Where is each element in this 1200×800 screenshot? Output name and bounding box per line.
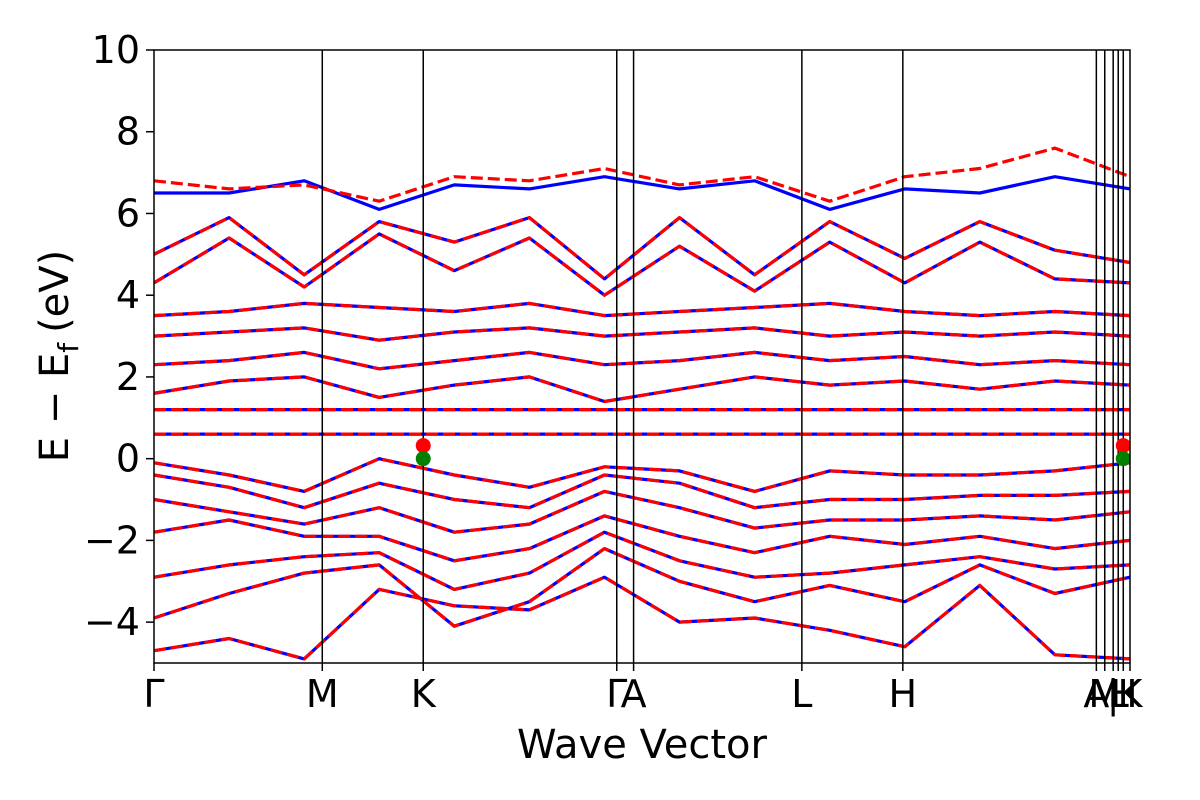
dashed-band-line: [154, 489, 1130, 534]
dashed-band-line: [154, 575, 1130, 661]
dashed-band-line: [154, 326, 1130, 342]
solid-band-line: [154, 175, 1130, 211]
y-tick-label: −4: [84, 600, 140, 644]
y-axis-title: E − Ef (eV): [32, 250, 85, 463]
x-tick-label: M: [1088, 672, 1121, 716]
dashed-band-line: [154, 530, 1130, 591]
plot-frame: [153, 49, 1131, 664]
x-tick-label: K: [411, 672, 437, 716]
dashed-band-line: [154, 146, 1130, 203]
high-symmetry-lines: [321, 50, 1125, 663]
y-tick-label: 6: [116, 191, 140, 235]
x-axis-ticks: Γ M K ΓA L H AM|LHK: [143, 663, 1144, 717]
band-edge-markers: [415, 438, 1130, 467]
solid-band-line: [154, 547, 1130, 628]
solid-band-line: [154, 530, 1130, 591]
y-axis-title-sub: f: [52, 342, 85, 353]
bands-layer: [154, 146, 1130, 661]
x-tick-label: A: [621, 672, 647, 716]
dashed-band-line: [154, 350, 1130, 371]
x-tick-label: K: [1118, 672, 1144, 716]
dashed-band-line: [154, 216, 1130, 281]
x-tick-label: A: [1083, 672, 1109, 716]
x-tick-label: Γ: [143, 672, 164, 716]
x-tick-label: L: [791, 672, 812, 716]
dashed-band-line: [154, 232, 1130, 297]
dashed-band-line: [154, 514, 1130, 563]
solid-band-line: [154, 326, 1130, 342]
y-tick-label: 4: [116, 273, 140, 317]
x-tick-label: Γ: [606, 672, 627, 716]
y-tick-label: 10: [92, 28, 140, 72]
y-tick-label: 2: [116, 355, 140, 399]
dashed-band-line: [154, 473, 1130, 510]
band-edge-marker: [1115, 438, 1130, 454]
dashed-band-line: [154, 301, 1130, 318]
y-axis-ticks: 10 8 6 4 2 0 −2 −4: [84, 28, 154, 644]
x-tick-label: L: [1108, 672, 1129, 716]
dashed-band-line: [154, 457, 1130, 493]
x-tick-label: M: [306, 672, 339, 716]
x-axis-title: Wave Vector: [517, 722, 768, 768]
y-axis-title-main: E − E: [32, 353, 78, 463]
solid-band-line: [154, 350, 1130, 371]
band-edge-marker: [1115, 451, 1130, 467]
band-edge-marker: [415, 438, 431, 454]
y-tick-label: 0: [116, 437, 140, 481]
y-tick-label: 8: [116, 110, 140, 154]
x-tick-label: H: [889, 672, 918, 716]
dashed-band-line: [154, 375, 1130, 404]
x-tick-label: H: [1109, 672, 1138, 716]
band-edge-marker: [415, 451, 431, 467]
y-tick-label: −2: [84, 518, 140, 562]
y-axis-title-unit: (eV): [32, 250, 78, 333]
x-tick-label: |: [1107, 672, 1120, 717]
